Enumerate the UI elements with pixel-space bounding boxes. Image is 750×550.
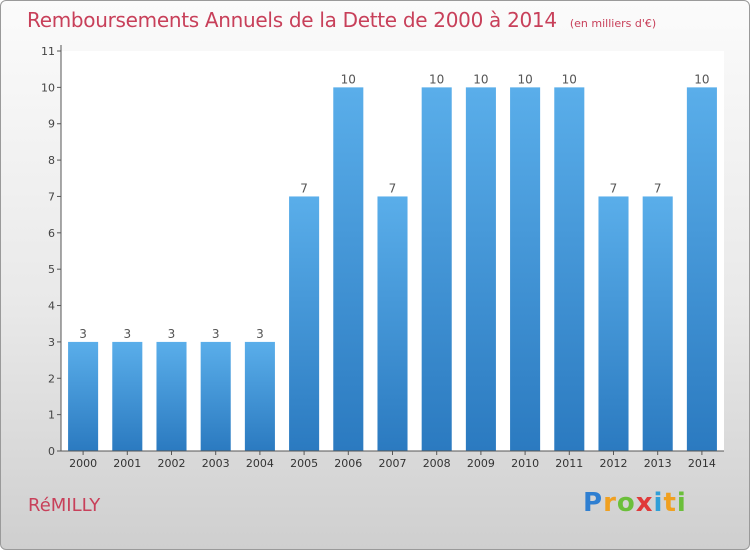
chart-subtitle: (en milliers d'€) bbox=[569, 17, 657, 30]
x-tick-label: 2002 bbox=[158, 457, 186, 470]
logo-letter: x bbox=[635, 488, 654, 518]
bar-2009 bbox=[465, 87, 496, 451]
bar-2004 bbox=[244, 341, 275, 451]
x-tick-label: 2013 bbox=[644, 457, 672, 470]
data-label: 3 bbox=[168, 327, 176, 341]
logo-letter: P bbox=[583, 488, 604, 518]
logo-letter: t bbox=[663, 488, 677, 518]
y-tick-label: 5 bbox=[48, 263, 55, 276]
bar-2002 bbox=[156, 341, 187, 451]
bar-2005 bbox=[289, 196, 320, 451]
bar-2012 bbox=[598, 196, 629, 451]
x-tick-label: 2012 bbox=[600, 457, 628, 470]
bar-2010 bbox=[510, 87, 541, 451]
y-tick-label: 7 bbox=[48, 190, 55, 203]
data-label: 7 bbox=[389, 181, 397, 195]
data-label: 3 bbox=[256, 327, 264, 341]
bar-2007 bbox=[377, 196, 408, 451]
data-label: 10 bbox=[694, 72, 709, 86]
bar-2000 bbox=[68, 341, 99, 451]
x-tick-label: 2000 bbox=[69, 457, 97, 470]
y-tick-label: 9 bbox=[48, 118, 55, 131]
logo-letter: i bbox=[676, 488, 687, 518]
bar-2008 bbox=[421, 87, 452, 451]
data-label: 10 bbox=[517, 72, 532, 86]
title-row: Remboursements Annuels de la Dette de 20… bbox=[27, 8, 656, 32]
data-label: 3 bbox=[79, 327, 87, 341]
y-tick-label: 0 bbox=[48, 445, 55, 458]
x-tick-label: 2011 bbox=[555, 457, 583, 470]
data-label: 7 bbox=[654, 181, 662, 195]
y-tick-label: 8 bbox=[48, 154, 55, 167]
bar-2003 bbox=[200, 341, 231, 451]
data-label: 10 bbox=[562, 72, 577, 86]
bar-2013 bbox=[642, 196, 673, 451]
logo-letter: i bbox=[653, 488, 664, 518]
bar-2014 bbox=[686, 87, 717, 451]
x-tick-label: 2014 bbox=[688, 457, 716, 470]
y-tick-label: 11 bbox=[41, 45, 55, 58]
y-tick-label: 6 bbox=[48, 227, 55, 240]
y-tick-label: 3 bbox=[48, 336, 55, 349]
x-tick-label: 2007 bbox=[379, 457, 407, 470]
x-tick-label: 2005 bbox=[290, 457, 318, 470]
data-label: 7 bbox=[300, 181, 308, 195]
data-label: 3 bbox=[212, 327, 220, 341]
data-label: 10 bbox=[473, 72, 488, 86]
y-tick-label: 2 bbox=[48, 372, 55, 385]
x-tick-label: 2008 bbox=[423, 457, 451, 470]
y-tick-label: 4 bbox=[48, 300, 55, 313]
data-label: 3 bbox=[123, 327, 131, 341]
logo-letter: o bbox=[616, 488, 636, 518]
chart-title: Remboursements Annuels de la Dette de 20… bbox=[27, 8, 557, 32]
commune-name: RéMILLY bbox=[28, 495, 101, 516]
x-tick-label: 2001 bbox=[113, 457, 141, 470]
x-tick-label: 2009 bbox=[467, 457, 495, 470]
data-label: 7 bbox=[610, 181, 618, 195]
x-tick-label: 2006 bbox=[334, 457, 362, 470]
x-tick-label: 2010 bbox=[511, 457, 539, 470]
x-tick-label: 2004 bbox=[246, 457, 274, 470]
logo-letter: r bbox=[603, 488, 617, 518]
bar-2011 bbox=[554, 87, 585, 451]
y-tick-label: 1 bbox=[48, 409, 55, 422]
y-tick-label: 10 bbox=[41, 81, 55, 94]
bar-2001 bbox=[112, 341, 143, 451]
proxiti-logo: Proxiti bbox=[583, 488, 687, 518]
data-label: 10 bbox=[341, 72, 356, 86]
data-label: 10 bbox=[429, 72, 444, 86]
x-tick-label: 2003 bbox=[202, 457, 230, 470]
bar-2006 bbox=[333, 87, 364, 451]
